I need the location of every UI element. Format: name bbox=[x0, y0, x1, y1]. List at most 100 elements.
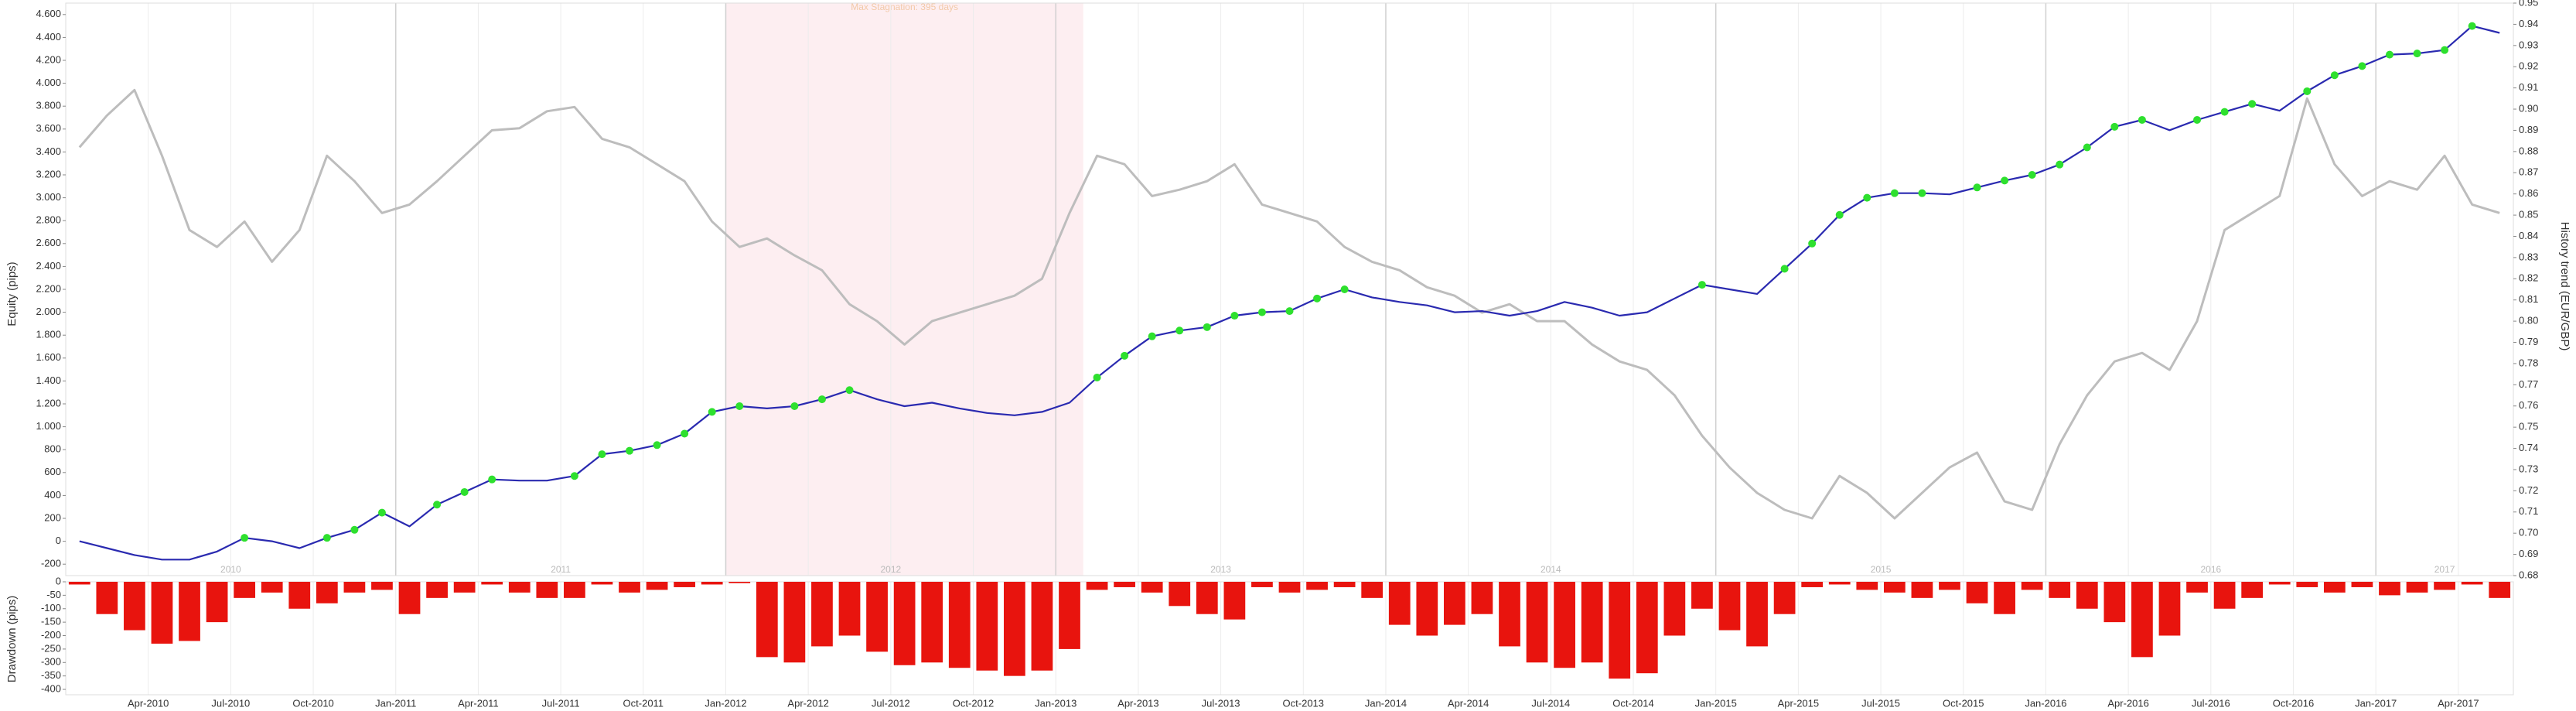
new-high-marker bbox=[845, 386, 854, 395]
drawdown-bar bbox=[1004, 582, 1025, 676]
y-tick-label: 3.400 bbox=[36, 145, 61, 157]
drawdown-bar bbox=[866, 582, 888, 652]
new-high-marker bbox=[1121, 351, 1129, 360]
x-tick-label: Apr-2010 bbox=[128, 697, 169, 709]
y2-tick-label: 0.83 bbox=[2519, 251, 2538, 262]
x-tick-label: Apr-2014 bbox=[1448, 697, 1489, 709]
new-high-marker bbox=[708, 408, 716, 416]
drawdown-bar bbox=[1059, 582, 1080, 649]
y2-tick-label: 0.70 bbox=[2519, 527, 2538, 538]
drawdown-bar bbox=[811, 582, 833, 647]
x-tick-label: Jan-2012 bbox=[705, 697, 746, 709]
drawdown-bar bbox=[2406, 582, 2428, 593]
y2-tick-label: 0.87 bbox=[2519, 166, 2538, 178]
y-tick-label: -400 bbox=[41, 682, 61, 694]
new-high-marker bbox=[2001, 176, 2009, 185]
drawdown-bar bbox=[591, 582, 613, 585]
drawdown-bar bbox=[1169, 582, 1191, 607]
drawdown-bar bbox=[1663, 582, 1686, 636]
drawdown-bar bbox=[619, 582, 640, 593]
new-high-marker bbox=[460, 487, 469, 496]
drawdown-bar bbox=[1086, 582, 1108, 590]
x-tick-label: Apr-2017 bbox=[2438, 697, 2479, 709]
new-high-marker bbox=[1918, 189, 1926, 197]
new-high-marker bbox=[2056, 160, 2064, 169]
drawdown-bar bbox=[426, 582, 448, 598]
drawdown-bar bbox=[1196, 582, 1218, 614]
y-tick-label: -350 bbox=[41, 669, 61, 681]
drawdown-bar bbox=[2049, 582, 2071, 598]
new-high-marker bbox=[1340, 285, 1349, 293]
new-high-marker bbox=[2220, 108, 2229, 116]
x-tick-label: Apr-2015 bbox=[1778, 697, 1819, 709]
x-tick-label: Apr-2016 bbox=[2107, 697, 2148, 709]
new-high-marker bbox=[2358, 62, 2366, 70]
year-label: 2014 bbox=[1540, 564, 1561, 575]
new-high-marker bbox=[681, 429, 689, 438]
x-tick-label: Jul-2011 bbox=[542, 697, 580, 709]
drawdown-bar bbox=[1856, 582, 1878, 590]
new-high-marker bbox=[1890, 189, 1899, 197]
drawdown-bar bbox=[948, 582, 971, 668]
y-tick-label: -150 bbox=[41, 616, 61, 627]
new-high-marker bbox=[817, 395, 826, 404]
x-tick-label: Jan-2014 bbox=[1365, 697, 1407, 709]
y-tick-label: 2.200 bbox=[36, 282, 61, 294]
new-high-marker bbox=[1285, 307, 1294, 316]
drawdown-bar bbox=[1388, 582, 1411, 625]
drawdown-bar bbox=[1911, 582, 1933, 598]
new-high-marker bbox=[1808, 239, 1817, 248]
x-tick-label: Jul-2015 bbox=[1861, 697, 1900, 709]
drawdown-bar bbox=[261, 582, 283, 593]
y2-axis-title: History trend (EUR/GBP) bbox=[2558, 222, 2571, 351]
drawdown-bar bbox=[1966, 582, 1988, 603]
x-tick-label: Jul-2010 bbox=[211, 697, 250, 709]
new-high-marker bbox=[598, 450, 606, 459]
new-high-marker bbox=[1835, 210, 1844, 219]
x-tick-label: Jul-2016 bbox=[2192, 697, 2230, 709]
y-tick-label: 2.600 bbox=[36, 237, 61, 248]
new-high-marker bbox=[2028, 171, 2036, 179]
y2-tick-label: 0.90 bbox=[2519, 102, 2538, 114]
y2-tick-label: 0.95 bbox=[2519, 0, 2538, 8]
drawdown-bar bbox=[1223, 582, 1246, 620]
drawdown-bar bbox=[701, 582, 723, 585]
new-high-marker bbox=[1257, 308, 1266, 316]
drawdown-bar bbox=[2213, 582, 2236, 609]
drawdown-bar bbox=[2131, 582, 2153, 658]
y2-tick-label: 0.89 bbox=[2519, 124, 2538, 135]
y2-tick-label: 0.94 bbox=[2519, 18, 2538, 29]
y2-tick-label: 0.72 bbox=[2519, 484, 2538, 496]
drawdown-bar bbox=[783, 582, 806, 663]
x-tick-label: Oct-2016 bbox=[2273, 697, 2314, 709]
x-tick-label: Jul-2013 bbox=[1202, 697, 1240, 709]
x-tick-label: Apr-2012 bbox=[787, 697, 828, 709]
new-high-marker bbox=[1973, 183, 1981, 192]
y-tick-label: 1.600 bbox=[36, 351, 61, 363]
y-tick-label: -200 bbox=[41, 629, 61, 641]
drawdown-bar bbox=[1416, 582, 1438, 636]
x-tick-label: Oct-2014 bbox=[1612, 697, 1653, 709]
x-tick-label: Jan-2011 bbox=[375, 697, 416, 709]
drawdown-bar bbox=[838, 582, 861, 636]
y2-tick-label: 0.78 bbox=[2519, 357, 2538, 368]
drawdown-bar bbox=[1526, 582, 1548, 663]
drawdown-bar bbox=[96, 582, 118, 614]
new-high-marker bbox=[433, 501, 442, 509]
new-high-marker bbox=[2385, 50, 2393, 59]
drawdown-bar bbox=[2158, 582, 2181, 636]
new-high-marker bbox=[1093, 373, 1101, 381]
new-high-marker bbox=[1863, 193, 1871, 202]
y-tick-label: 4.400 bbox=[36, 31, 61, 43]
new-high-marker bbox=[377, 508, 386, 517]
drawdown-bar bbox=[2103, 582, 2126, 623]
drawdown-bar bbox=[756, 582, 778, 658]
drawdown-bar bbox=[508, 582, 531, 593]
new-high-marker bbox=[1230, 312, 1239, 320]
drawdown-bar bbox=[179, 582, 200, 641]
new-high-marker bbox=[322, 534, 331, 542]
new-high-marker bbox=[2441, 46, 2449, 54]
drawdown-bar bbox=[674, 582, 696, 587]
drawdown-bar bbox=[68, 582, 90, 585]
